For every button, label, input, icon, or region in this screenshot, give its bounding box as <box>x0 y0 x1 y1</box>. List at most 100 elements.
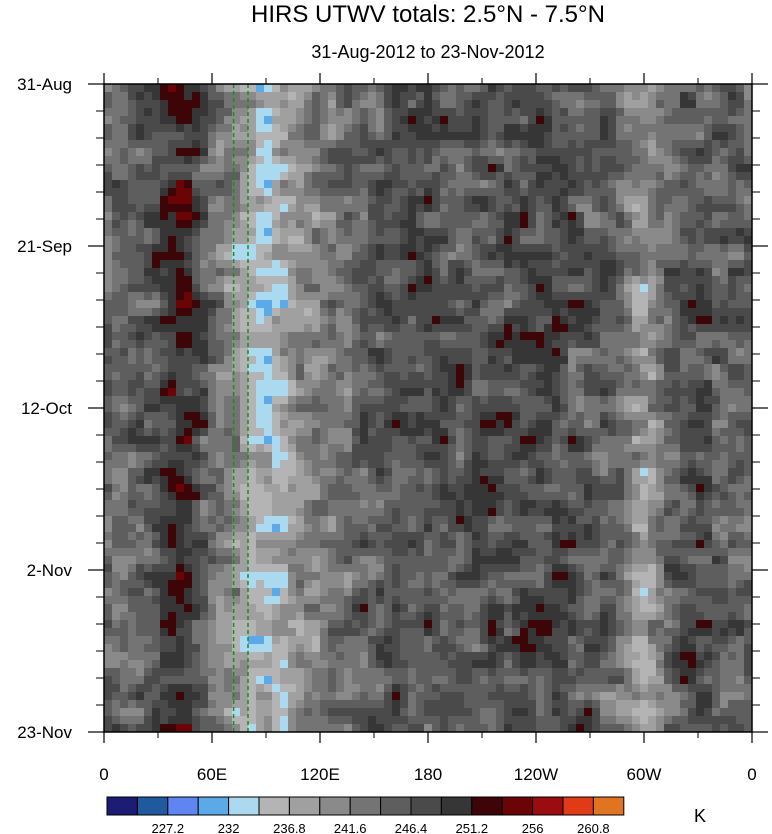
heatmap-cell <box>632 364 641 373</box>
heatmap-cell <box>600 84 609 93</box>
heatmap-cell <box>504 556 513 565</box>
heatmap-cell <box>344 244 353 253</box>
heatmap-cell <box>344 284 353 293</box>
heatmap-cell <box>408 148 417 157</box>
heatmap-cell <box>624 92 633 101</box>
heatmap-cell <box>456 300 465 309</box>
heatmap-cell <box>496 284 505 293</box>
heatmap-cell <box>304 84 313 93</box>
heatmap-cell <box>288 404 297 413</box>
heatmap-cell <box>256 508 265 517</box>
heatmap-cell <box>328 420 337 429</box>
heatmap-cell <box>512 212 521 221</box>
heatmap-cell <box>688 100 697 109</box>
heatmap-cell <box>216 220 225 229</box>
heatmap-cell <box>344 524 353 533</box>
heatmap-cell <box>744 548 752 557</box>
heatmap-cell <box>288 252 297 261</box>
heatmap-cell <box>680 204 689 213</box>
heatmap-cell <box>288 316 297 325</box>
heatmap-cell <box>672 220 681 229</box>
heatmap-cell <box>416 556 425 565</box>
heatmap-cell <box>352 316 361 325</box>
heatmap-cell <box>680 516 689 525</box>
heatmap-cell <box>176 484 185 493</box>
heatmap-cell <box>368 244 377 253</box>
heatmap-cell <box>360 476 369 485</box>
heatmap-cell <box>648 212 657 221</box>
heatmap-cell <box>184 572 193 581</box>
heatmap-cell <box>440 220 449 229</box>
heatmap-cell <box>392 196 401 205</box>
heatmap-cell <box>256 300 265 309</box>
heatmap-cell <box>232 516 241 525</box>
heatmap-cell <box>384 228 393 237</box>
heatmap-cell <box>480 404 489 413</box>
heatmap-cell <box>656 476 665 485</box>
heatmap-cell <box>184 284 193 293</box>
heatmap-cell <box>656 164 665 173</box>
heatmap-cell <box>624 252 633 261</box>
heatmap-cell <box>632 108 641 117</box>
heatmap-cell <box>416 260 425 269</box>
heatmap-cell <box>384 244 393 253</box>
heatmap-cell <box>272 428 281 437</box>
heatmap-cell <box>440 156 449 165</box>
heatmap-cell <box>280 356 289 365</box>
heatmap-cell <box>200 244 209 253</box>
heatmap-cell <box>152 172 161 181</box>
heatmap-cell <box>512 260 521 269</box>
heatmap-cell <box>720 324 729 333</box>
heatmap-cell <box>312 556 321 565</box>
heatmap-cell <box>584 236 593 245</box>
heatmap-cell <box>120 524 129 533</box>
heatmap-cell <box>344 564 353 573</box>
heatmap-cell <box>656 124 665 133</box>
heatmap-cell <box>544 356 553 365</box>
heatmap-cell <box>208 476 217 485</box>
heatmap-cell <box>648 484 657 493</box>
heatmap-cell <box>648 564 657 573</box>
heatmap-cell <box>272 84 281 93</box>
heatmap-cell <box>456 124 465 133</box>
heatmap-cell <box>240 268 249 277</box>
heatmap-cell <box>208 292 217 301</box>
heatmap-cell <box>528 204 537 213</box>
heatmap-cell <box>408 108 417 117</box>
heatmap-cell <box>144 460 153 469</box>
heatmap-cell <box>368 268 377 277</box>
heatmap-cell <box>744 428 752 437</box>
heatmap-cell <box>640 356 649 365</box>
heatmap-cell <box>184 436 193 445</box>
heatmap-cell <box>128 436 137 445</box>
heatmap-cell <box>384 292 393 301</box>
heatmap-cell <box>512 276 521 285</box>
heatmap-cell <box>424 292 433 301</box>
heatmap-cell <box>536 420 545 429</box>
heatmap-cell <box>584 532 593 541</box>
heatmap-cell <box>160 196 169 205</box>
heatmap-cell <box>256 484 265 493</box>
heatmap-cell <box>352 116 361 125</box>
heatmap-cell <box>576 436 585 445</box>
heatmap-cell <box>544 420 553 429</box>
heatmap-cell <box>312 444 321 453</box>
heatmap-cell <box>448 340 457 349</box>
heatmap-cell <box>368 348 377 357</box>
heatmap-cell <box>696 404 705 413</box>
heatmap-cell <box>704 108 713 117</box>
heatmap-cell <box>336 484 345 493</box>
heatmap-cell <box>288 460 297 469</box>
heatmap-cell <box>352 348 361 357</box>
heatmap-cell <box>488 420 497 429</box>
heatmap-cell <box>104 324 113 333</box>
heatmap-cell <box>184 140 193 149</box>
heatmap-cell <box>104 252 113 261</box>
heatmap-cell <box>360 516 369 525</box>
heatmap-cell <box>544 564 553 573</box>
heatmap-cell <box>464 340 473 349</box>
heatmap-cell <box>352 220 361 229</box>
heatmap-cell <box>560 220 569 229</box>
heatmap-cell <box>712 244 721 253</box>
heatmap-cell <box>720 364 729 373</box>
